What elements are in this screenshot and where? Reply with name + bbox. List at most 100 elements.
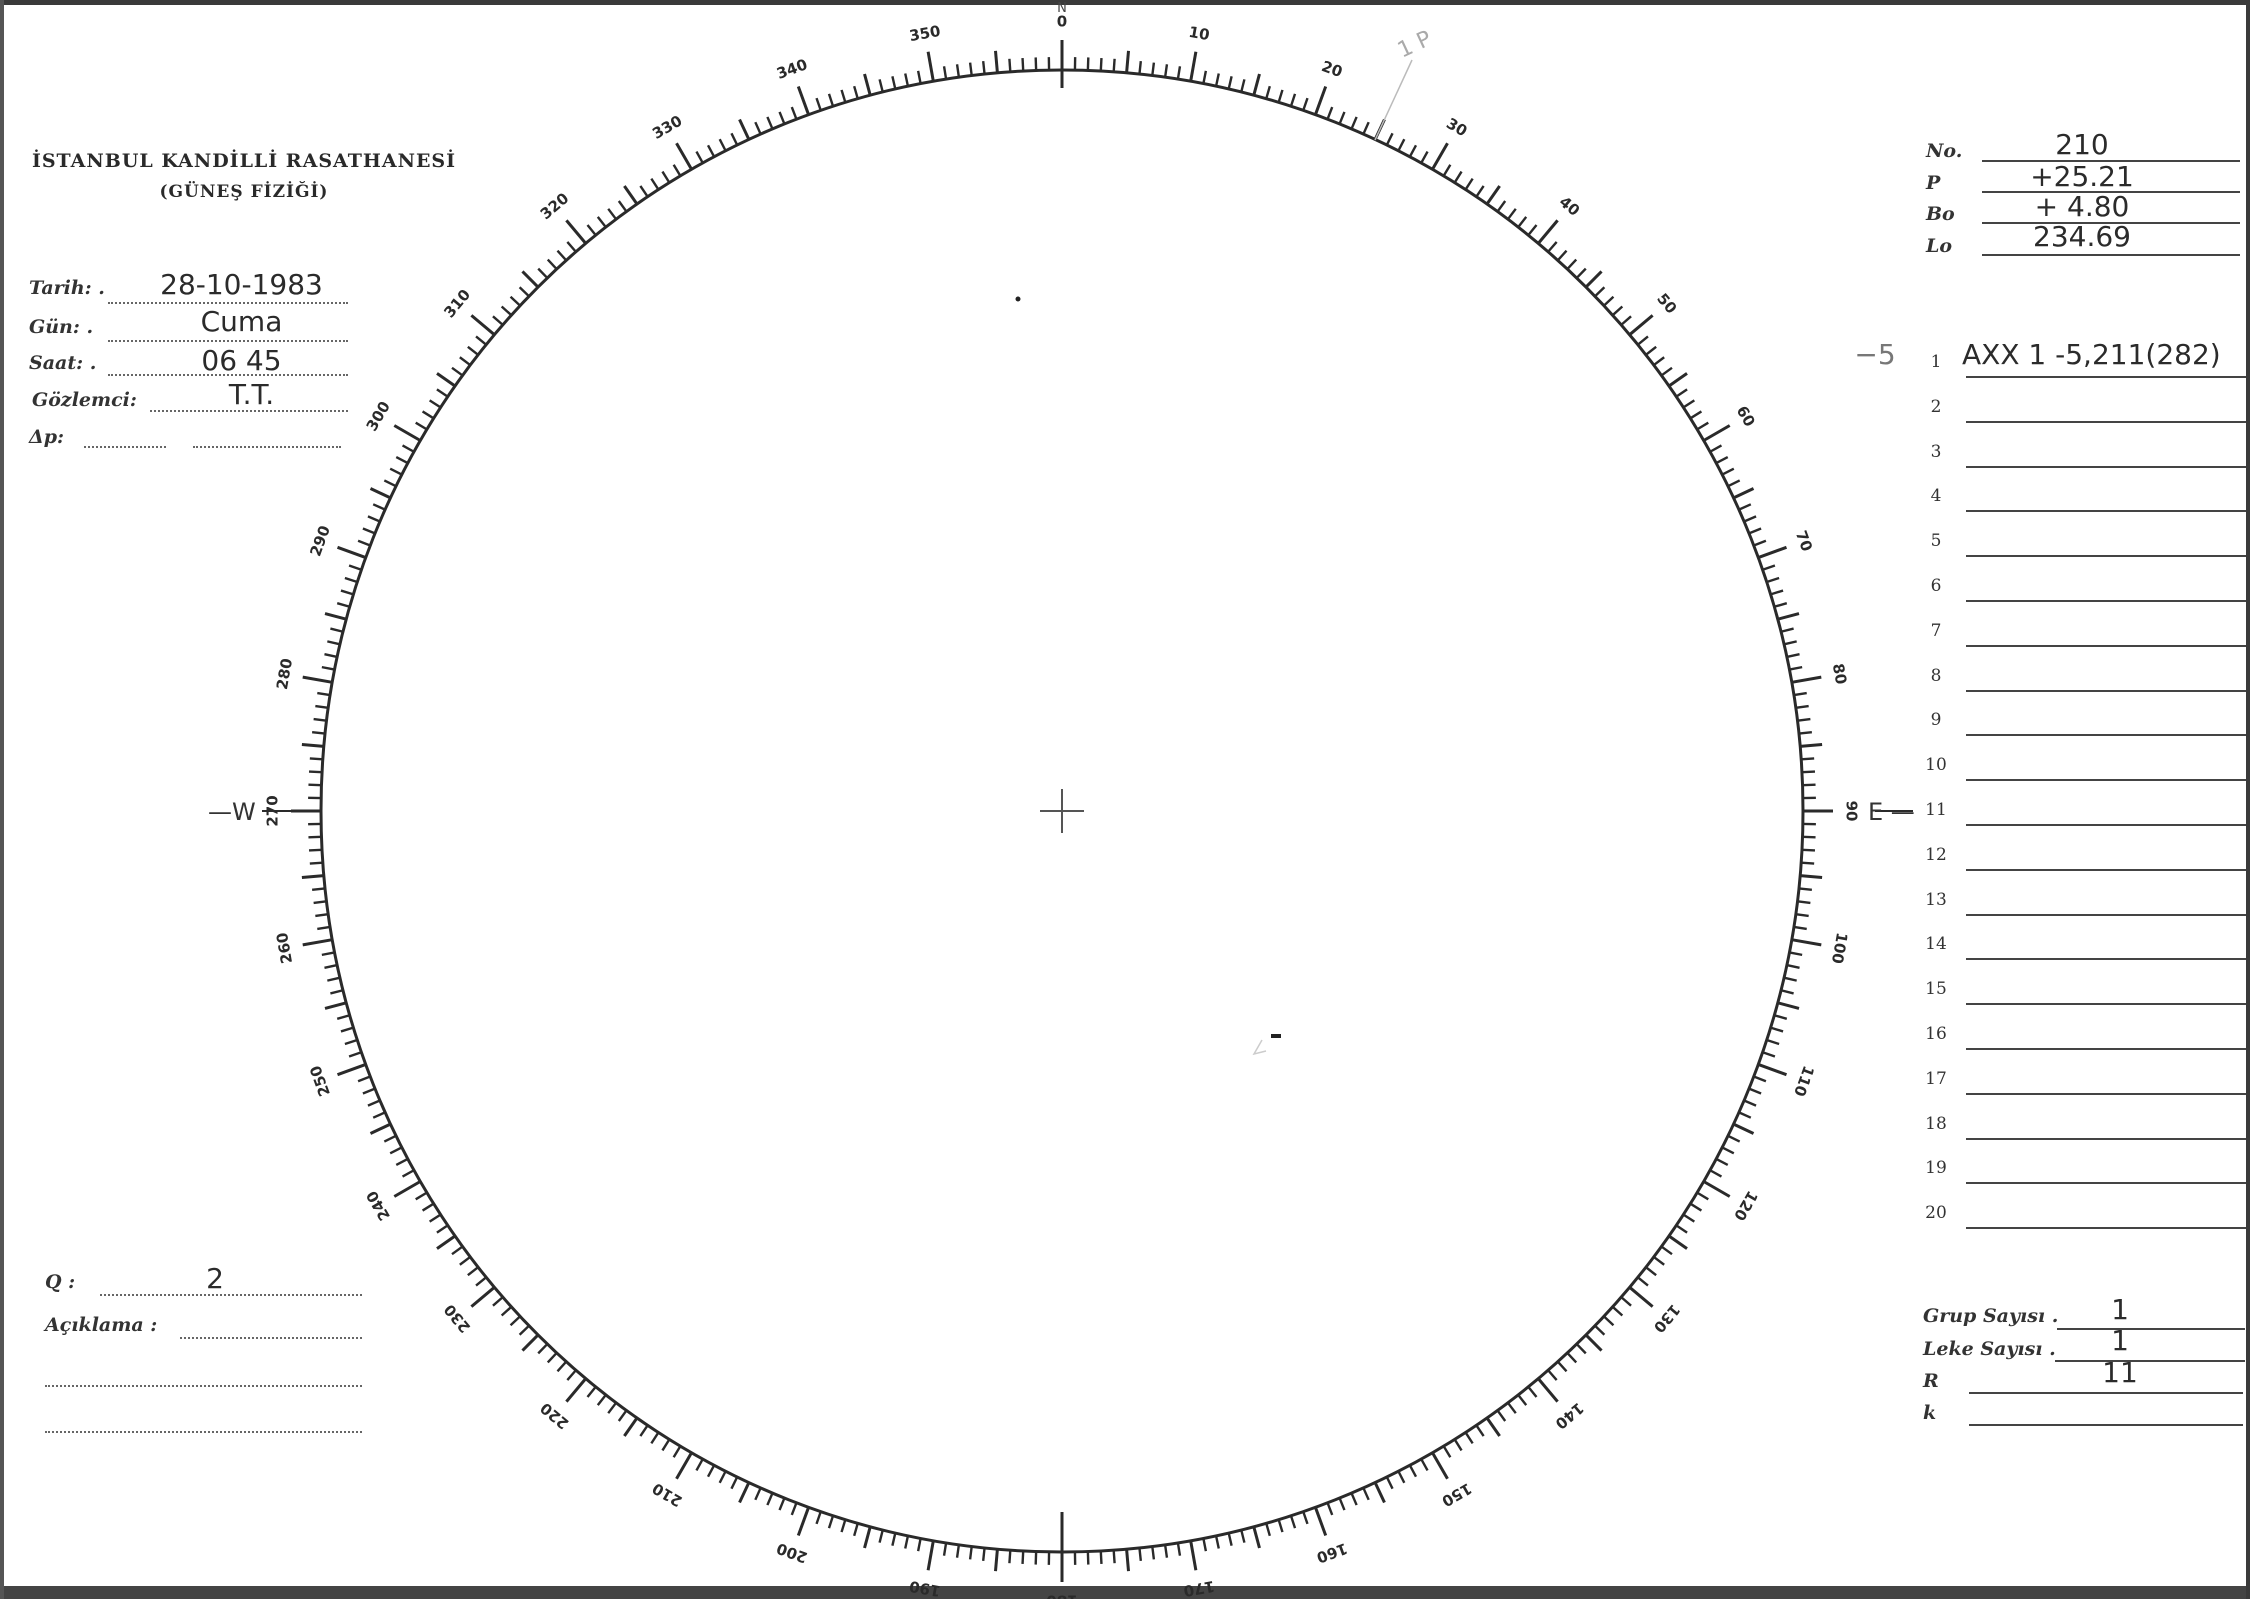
degree-tick: [1265, 85, 1271, 100]
time-value[interactable]: 06 45: [201, 344, 282, 377]
degree-tick: [695, 150, 704, 164]
observer-line: [150, 410, 348, 412]
group-row-line: [1966, 644, 2246, 647]
institution-title: İSTANBUL KANDİLLİ RASATHANESİ: [31, 150, 457, 172]
degree-tick: [1575, 1343, 1587, 1355]
degree-tick: [738, 1481, 751, 1504]
degree-tick: [1786, 653, 1800, 659]
degree-label: 210: [649, 1479, 685, 1510]
degree-tick: [1517, 216, 1528, 228]
degree-tick: [1408, 144, 1418, 158]
degree-tick: [537, 1343, 549, 1355]
degree-tick: [1795, 912, 1809, 918]
observer-label: Gözlemci:: [32, 389, 137, 411]
degree-tick: [451, 1245, 464, 1256]
degree-tick: [1762, 1051, 1776, 1058]
degree-tick: [459, 356, 471, 367]
degree-tick: [942, 66, 948, 80]
degree-tick: [1420, 150, 1429, 164]
north-label: N: [1057, 1, 1067, 16]
degree-tick: [1594, 1324, 1606, 1336]
degree-tick: [362, 1087, 376, 1095]
q-value[interactable]: 2: [206, 1262, 224, 1295]
group-row-line: [1966, 555, 2246, 558]
group-row-line: [1966, 868, 2246, 871]
no-value[interactable]: 210: [2055, 128, 2109, 161]
degree-tick: [428, 1213, 442, 1223]
group-count-value[interactable]: 1: [2111, 1293, 2129, 1326]
degree-label: 220: [537, 1399, 573, 1433]
degree-tick: [1791, 675, 1822, 684]
degree-tick: [1566, 1352, 1578, 1364]
degree-tick: [330, 627, 344, 633]
degree-tick: [623, 1417, 639, 1437]
degree-label: 230: [440, 1301, 474, 1337]
group-row-number: 10: [1925, 755, 1947, 776]
degree-tick: [357, 1075, 371, 1083]
degree-tick: [348, 564, 362, 571]
degree-tick: [1668, 372, 1688, 388]
degree-label: 280: [273, 657, 296, 691]
degree-tick: [796, 1506, 810, 1537]
degree-tick: [1350, 116, 1358, 130]
degree-tick: [827, 1515, 835, 1529]
degree-tick: [372, 503, 386, 511]
degree-tick: [1757, 1063, 1788, 1077]
degree-tick: [566, 241, 577, 253]
group-row-line: [1966, 420, 2246, 423]
degree-tick: [1738, 1111, 1752, 1119]
degree-tick: [1362, 1487, 1370, 1501]
degree-tick: [1125, 50, 1130, 73]
degree-tick: [1777, 1001, 1800, 1010]
spot-count-value[interactable]: 1: [2111, 1324, 2129, 1357]
degree-label: 250: [306, 1063, 334, 1099]
degree-tick: [904, 1535, 910, 1549]
p-value[interactable]: +25.21: [2030, 160, 2134, 193]
degree-tick: [321, 951, 335, 957]
bo-value[interactable]: + 4.80: [2034, 190, 2130, 223]
group-row-number: 6: [1930, 576, 1942, 596]
degree-tick: [308, 848, 323, 852]
degree-tick: [1556, 249, 1568, 262]
degree-tick: [315, 912, 329, 918]
degree-tick: [492, 1296, 504, 1307]
degree-tick: [672, 164, 682, 177]
degree-label: 290: [306, 523, 334, 559]
degree-tick: [475, 335, 487, 346]
group-row-line: [1966, 1092, 2246, 1095]
degree-tick: [1453, 170, 1463, 184]
scan-border-bottom: [0, 1586, 2250, 1599]
r-value[interactable]: 11: [2102, 1356, 2138, 1389]
degree-tick: [1653, 356, 1665, 367]
degree-label: 110: [1790, 1063, 1818, 1099]
degree-tick: [1125, 1549, 1130, 1572]
date-value[interactable]: 28-10-1983: [160, 268, 323, 301]
degree-tick: [1537, 1377, 1559, 1403]
degree-tick: [308, 770, 323, 774]
day-value[interactable]: Cuma: [200, 305, 283, 338]
degree-tick: [1801, 757, 1815, 761]
degree-tick: [1575, 267, 1587, 279]
degree-tick: [1721, 467, 1735, 476]
degree-tick: [1675, 388, 1688, 398]
degree-tick: [1773, 1014, 1788, 1020]
degree-tick: [369, 1122, 392, 1135]
degree-tick: [470, 1286, 496, 1308]
observer-value[interactable]: T.T.: [228, 378, 275, 411]
degree-label: 180: [1046, 1592, 1077, 1599]
degree-tick: [790, 106, 798, 120]
group-count-label: Grup Sayısı .: [1923, 1305, 2059, 1327]
bo-line: [1982, 222, 2240, 224]
degree-tick: [1442, 1445, 1452, 1458]
degree-tick: [1496, 200, 1507, 213]
degree-tick: [556, 249, 568, 262]
degree-label: 150: [1439, 1479, 1475, 1510]
group-row-entry[interactable]: AXX 1 -5,211(282): [1962, 338, 2221, 371]
degree-tick: [695, 1458, 704, 1472]
r-line: [1969, 1392, 2243, 1394]
degree-tick: [1584, 1333, 1603, 1352]
degree-tick: [1289, 1515, 1297, 1529]
lo-value[interactable]: 234.69: [2033, 220, 2131, 253]
degree-tick: [1660, 1245, 1673, 1256]
degree-tick: [1163, 1544, 1169, 1558]
